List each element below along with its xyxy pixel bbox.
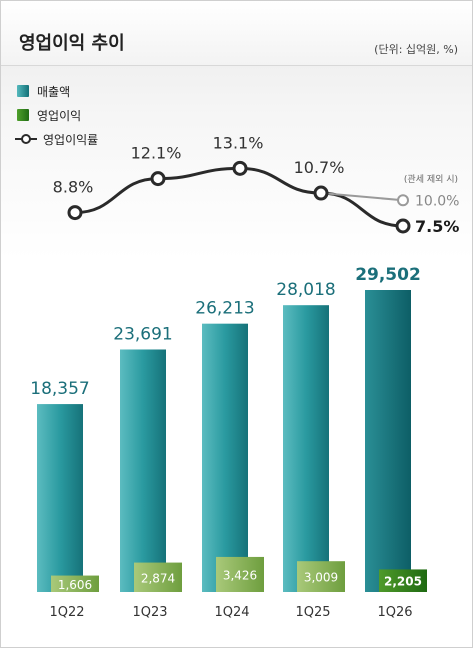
margin-data-label: 13.1% <box>213 133 264 152</box>
legend-label-operating-margin: 영업이익률 <box>43 132 99 147</box>
revenue-bar <box>283 305 329 592</box>
legend-item-revenue: 매출액 <box>17 79 98 103</box>
operating-profit-bar <box>379 569 427 592</box>
margin-point <box>313 185 329 201</box>
revenue-bar <box>365 290 411 592</box>
revenue-data-label: 23,691 <box>113 324 172 344</box>
legend-item-operating-profit: 영업이익 <box>17 103 98 127</box>
revenue-bar <box>120 349 166 592</box>
margin-data-label: 7.5% <box>415 217 459 236</box>
revenue-bar <box>202 323 248 592</box>
tariff-note: (관세 제외 시) <box>404 173 458 185</box>
operating-profit-data-label: 2,874 <box>141 571 175 585</box>
revenue-data-label: 18,357 <box>30 379 89 399</box>
margin-point-excluding-tariff <box>397 194 409 207</box>
margin-point <box>150 171 166 187</box>
revenue-data-label: 26,213 <box>195 299 254 319</box>
legend-item-operating-margin: 영업이익률 <box>15 127 99 151</box>
margin-line-excluding-tariff <box>320 192 404 202</box>
operating-profit-bar <box>216 556 264 592</box>
margin-data-label: 12.1% <box>131 144 182 163</box>
operating-profit-swatch-icon <box>17 109 29 121</box>
chart-legend: 매출액 영업이익 영업이익률 <box>15 79 99 151</box>
revenue-swatch-icon <box>17 85 29 97</box>
margin-point <box>67 205 83 221</box>
x-tick-label: 1Q22 <box>49 605 84 620</box>
operating-profit-bar <box>297 561 345 592</box>
revenue-bar <box>37 404 83 592</box>
legend-label-revenue: 매출액 <box>37 84 71 99</box>
revenue-data-label: 28,018 <box>276 280 335 300</box>
x-tick-label: 1Q24 <box>214 605 249 620</box>
operating-profit-data-label: 3,009 <box>304 571 338 585</box>
margin-point <box>232 160 248 176</box>
unit-note: (단위: 십억원, %) <box>374 43 458 56</box>
operating-profit-data-label: 1,606 <box>58 578 92 592</box>
chart-title: 영업이익 추이 <box>19 33 125 54</box>
line-marker-icon <box>15 134 37 144</box>
operating-profit-data-label: 2,205 <box>384 575 422 589</box>
margin-label-excluding-tariff: 10.0% <box>415 193 459 209</box>
operating-profit-bar <box>134 562 182 592</box>
margin-point <box>395 218 411 234</box>
margin-data-label: 10.7% <box>294 158 345 177</box>
margin-line <box>74 166 404 228</box>
operating-profit-bar <box>51 575 99 592</box>
x-tick-label: 1Q23 <box>132 605 167 620</box>
legend-label-operating-profit: 영업이익 <box>37 108 82 123</box>
revenue-data-label: 29,502 <box>355 265 421 285</box>
x-tick-label: 1Q25 <box>295 605 330 620</box>
operating-profit-data-label: 3,426 <box>223 568 257 582</box>
margin-data-label: 8.8% <box>53 178 94 197</box>
x-tick-label: 1Q26 <box>377 605 412 620</box>
chart-header: 영업이익 추이 (단위: 십억원, %) <box>1 1 472 66</box>
